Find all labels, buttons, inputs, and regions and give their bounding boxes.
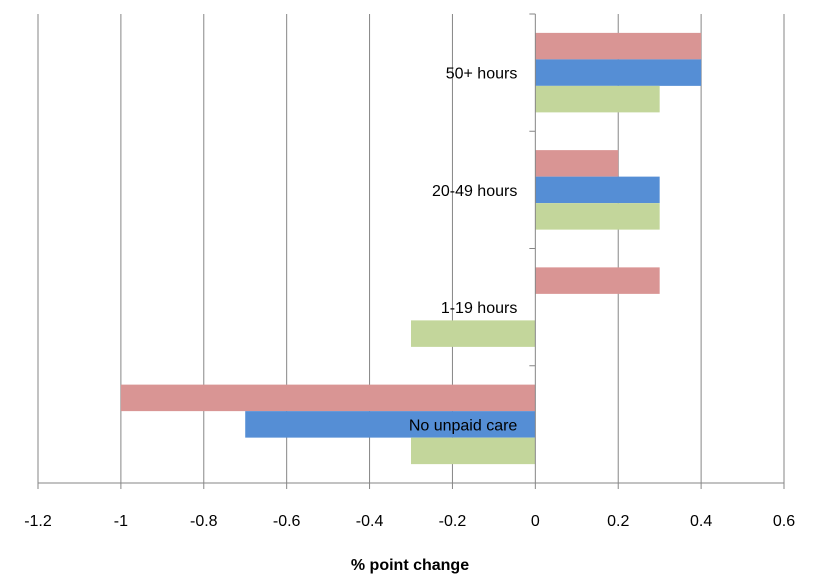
x-tick-label-9: 0.6 [773, 513, 795, 530]
x-axis-title: % point change [351, 557, 469, 574]
category-label-1: 1-19 hours [441, 300, 518, 317]
x-tick-label-2: -0.8 [190, 513, 218, 530]
axes [37, 13, 785, 489]
bar-0-2 [411, 437, 536, 465]
x-tick-label-7: 0.2 [607, 513, 629, 530]
x-tick-labels: -1.2 -1 -0.8 -0.6 -0.4 -0.2 0 0.2 0.4 0.6 [24, 513, 795, 530]
bar-3-2 [535, 85, 660, 113]
x-tick-label-4: -0.4 [356, 513, 384, 530]
x-tick-label-5: -0.2 [439, 513, 467, 530]
bar-2-1 [535, 176, 660, 204]
bar-1-2 [411, 320, 536, 347]
category-label-3: 50+ hours [446, 66, 518, 83]
bar-0-0 [120, 384, 536, 412]
bar-2-2 [535, 203, 660, 230]
x-tick-label-8: 0.4 [690, 513, 712, 530]
x-tick-label-1: -1 [114, 513, 128, 530]
bar-1-0 [535, 267, 660, 294]
bars [120, 32, 702, 465]
x-tick-label-0: -1.2 [24, 513, 52, 530]
category-label-2: 20-49 hours [432, 183, 517, 200]
bar-2-0 [535, 150, 619, 177]
x-tick-label-6: 0 [531, 513, 540, 530]
bar-3-1 [535, 59, 702, 86]
x-tick-label-3: -0.6 [273, 513, 301, 530]
category-labels: No unpaid care 1-19 hours 20-49 hours 50+ h… [409, 66, 518, 435]
bar-0-1 [245, 411, 536, 438]
bar-3-0 [535, 32, 702, 60]
category-label-0: No unpaid care [409, 417, 518, 434]
